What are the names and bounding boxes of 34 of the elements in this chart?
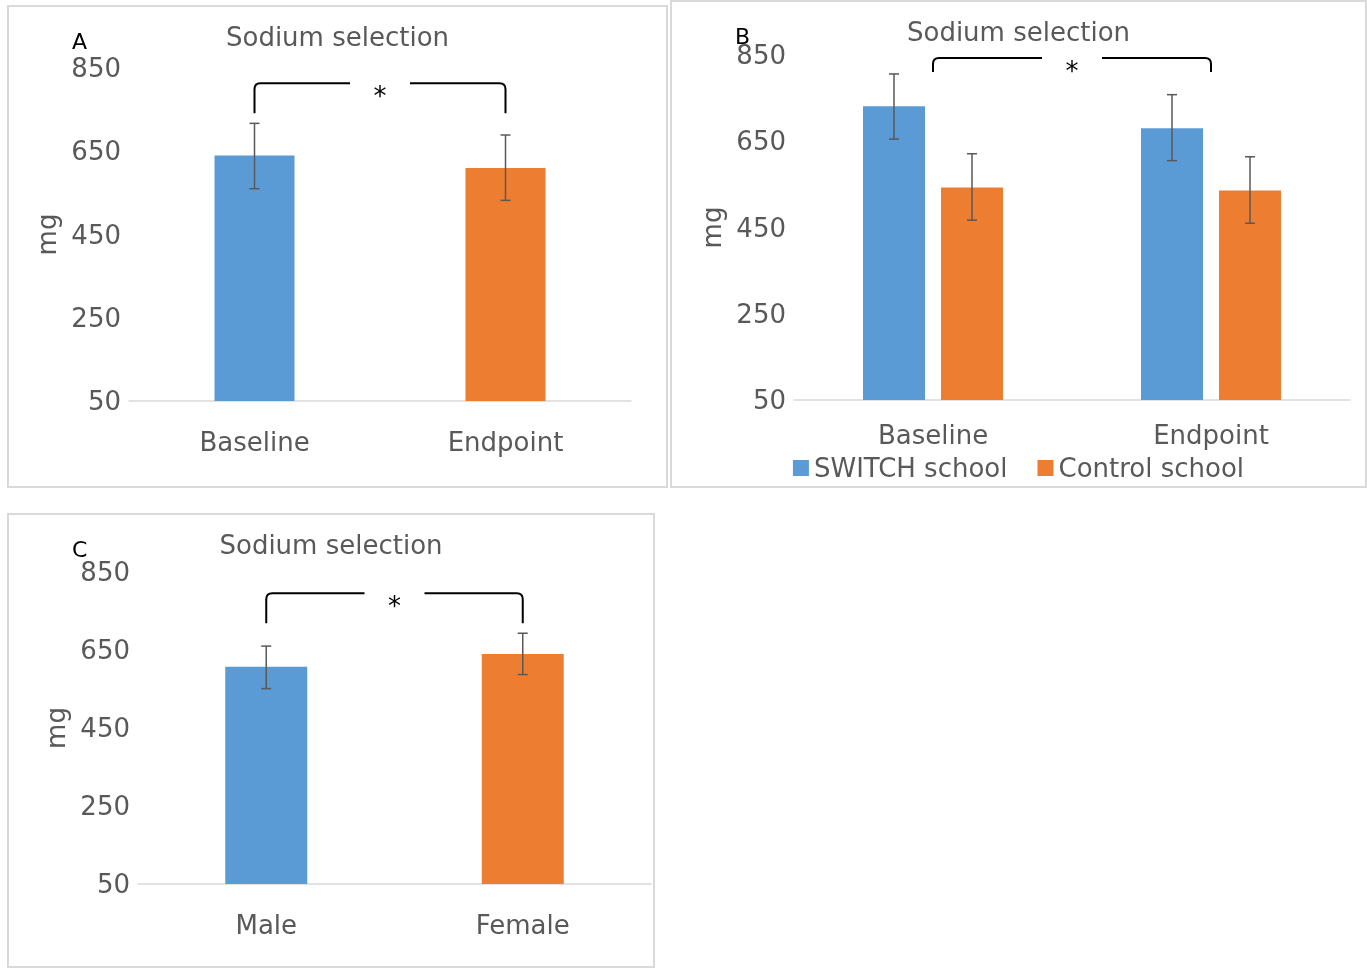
x-tick-label: Female [475, 910, 570, 940]
x-tick-label: Baseline [877, 420, 989, 450]
y-axis-title: mg [41, 707, 72, 749]
y-tick-label: 450 [71, 219, 121, 250]
y-tick-label: 250 [80, 791, 130, 821]
annotation: * [373, 81, 387, 112]
y-axis-title: mg [32, 213, 63, 256]
y-tick-label: 650 [71, 136, 121, 167]
significance-bracket: * [253, 81, 507, 115]
y-tick-label: 450 [80, 713, 130, 743]
significance-bracket: * [265, 591, 524, 625]
text: A [72, 28, 88, 54]
legend-label: Control school [1058, 453, 1245, 483]
y-tick-label: 450 [736, 212, 786, 243]
y-tick-label: 50 [752, 385, 786, 415]
y-tick-label: 50 [96, 869, 130, 899]
x-tick-label: Endpoint [447, 427, 564, 457]
x-tick-label: Baseline [199, 427, 310, 457]
y-tick-label: 650 [736, 126, 786, 157]
significance-bracket: * [932, 55, 1212, 86]
annotation: * [1065, 55, 1079, 86]
legend-label: SWITCH school [813, 453, 1008, 483]
chart-title: Sodium selection [225, 22, 450, 52]
y-tick-label: 650 [80, 635, 130, 665]
y-tick-label: 250 [736, 298, 786, 329]
x-tick-label: Male [235, 910, 298, 940]
y-tick-label: 250 [71, 302, 121, 333]
y-tick-label: 850 [71, 53, 121, 83]
chart-title: Sodium selection [906, 17, 1131, 47]
x-tick-label: Endpoint [1153, 420, 1269, 450]
annotation: * [388, 591, 401, 622]
y-tick-label: 50 [87, 386, 121, 416]
chart-title: Sodium selection [219, 530, 443, 560]
y-axis-title: mg [697, 206, 728, 249]
